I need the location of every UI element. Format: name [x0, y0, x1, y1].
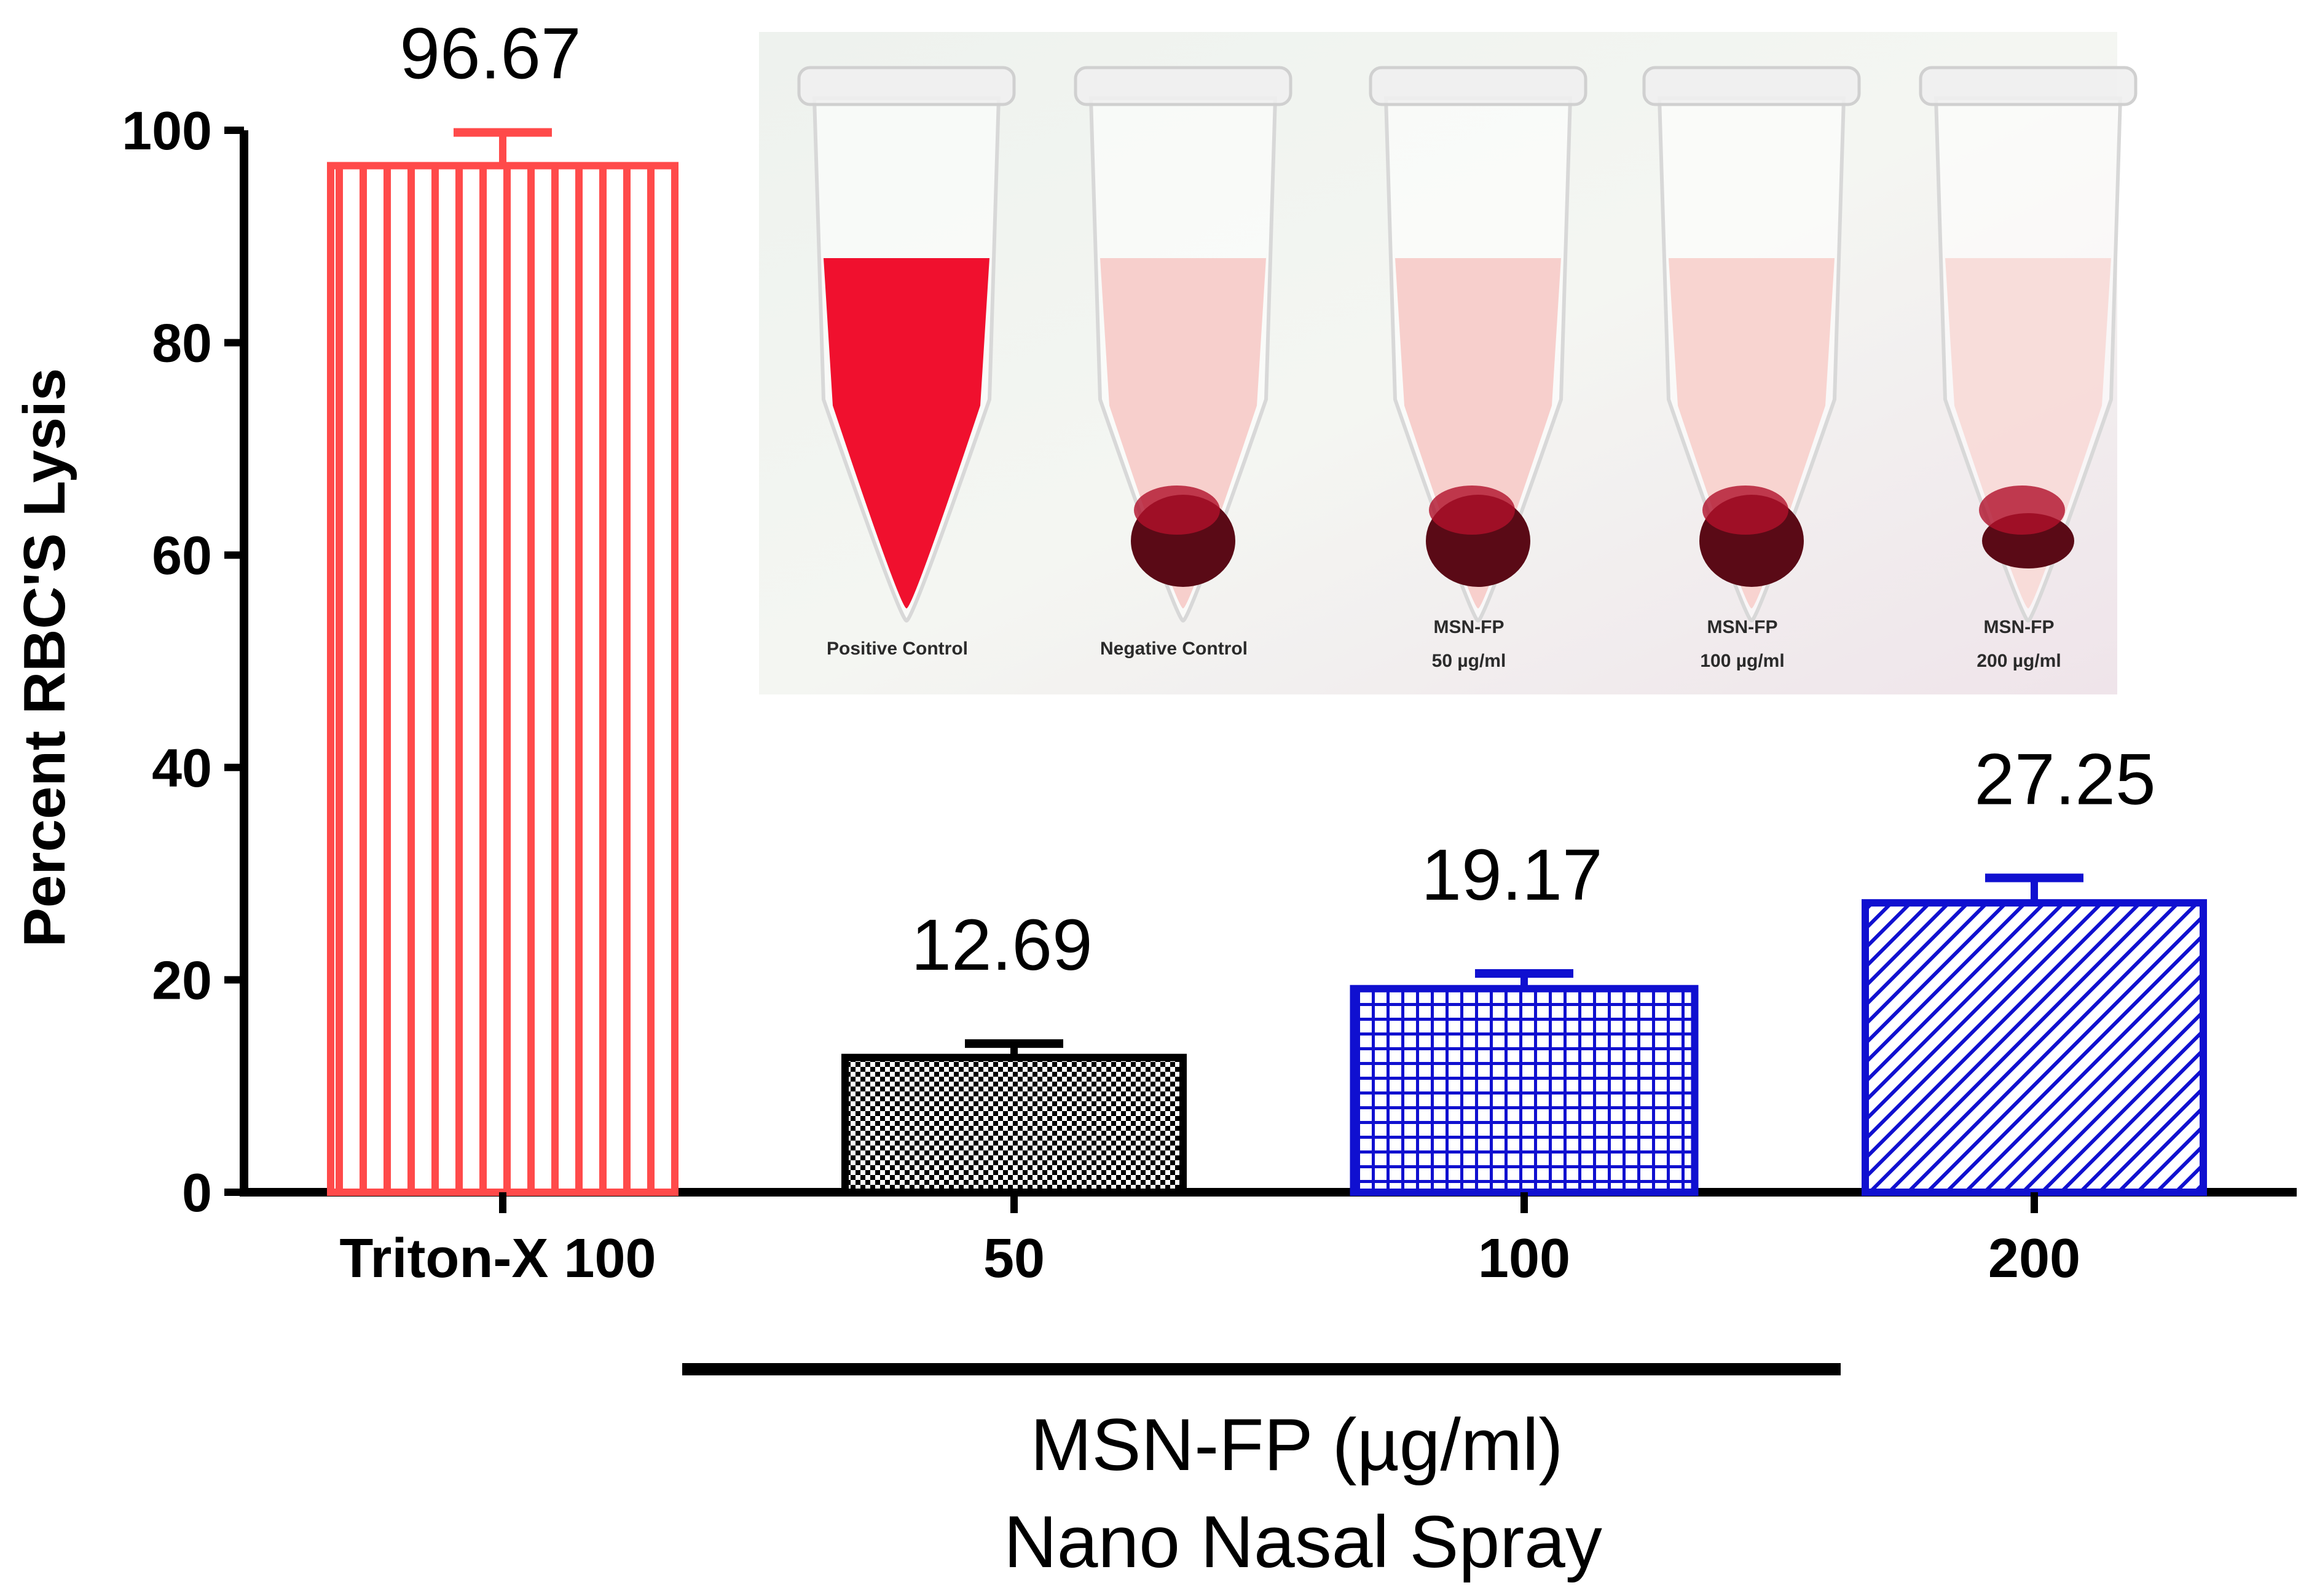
rbc-pellet-top	[1134, 485, 1220, 535]
tube-caption-concentration: 50 µg/ml	[1432, 651, 1506, 671]
tube-5: MSN-FP 200 µg/ml	[1919, 66, 2138, 671]
tube-2: Negative Control	[1074, 66, 1292, 659]
y-axis-title: Percent RBC'S Lysis	[12, 368, 77, 947]
rbc-pellet-top	[1979, 485, 2065, 535]
y-tick-label: 100	[122, 100, 212, 161]
tube-liquid	[1100, 258, 1266, 608]
rbc-pellet-top	[1702, 485, 1788, 535]
tube-caption-concentration: 200 µg/ml	[1977, 651, 2061, 671]
y-tick-label: 0	[182, 1162, 212, 1223]
x-category-label-1: Triton-X 100	[339, 1228, 656, 1289]
x-axis-ticks: Triton-X 100 50 100 200	[339, 1192, 2080, 1289]
tube-4: MSN-FP 100 µg/ml	[1642, 66, 1861, 671]
tube-liquid	[1395, 258, 1561, 608]
tube-caption: MSN-FP	[1984, 617, 2055, 637]
tube-caption-concentration: 100 µg/ml	[1700, 651, 1784, 671]
tube-rim	[1369, 66, 1587, 106]
bar-4	[1862, 899, 2207, 1196]
tube-caption: Positive Control	[827, 639, 968, 659]
tube-rim	[1919, 66, 2138, 106]
x-category-label-4: 200	[1988, 1228, 2080, 1289]
data-label-2: 12.69	[911, 905, 1092, 986]
tube-rim	[797, 66, 1016, 106]
tube-1: Positive Control	[797, 66, 1016, 659]
y-tick-label: 20	[152, 949, 212, 1010]
tube-liquid	[1945, 258, 2111, 608]
rbc-pellet-top	[1429, 485, 1515, 535]
y-tick-label: 80	[152, 313, 212, 374]
x-category-label-2: 50	[983, 1228, 1045, 1289]
group-label-line1: MSN-FP (µg/ml)	[1031, 1404, 1564, 1486]
group-label-line2: Nano Nasal Spray	[1004, 1501, 1602, 1583]
bar-series: 96.67 12.69 19.17 27.25	[327, 13, 2207, 1197]
tube-rim	[1642, 66, 1861, 106]
bar-2	[841, 1053, 1187, 1196]
bar-3	[1350, 985, 1699, 1197]
y-axis-ticks: 0 20 40 60 80 100	[122, 100, 244, 1223]
tube-caption: MSN-FP	[1434, 617, 1505, 637]
tube-caption: Negative Control	[1100, 639, 1248, 659]
tube-3: MSN-FP 50 µg/ml	[1369, 66, 1587, 671]
x-category-label-3: 100	[1478, 1228, 1570, 1289]
y-tick-label: 60	[152, 525, 212, 586]
tube-caption: MSN-FP	[1707, 617, 1778, 637]
tube-liquid	[824, 258, 989, 608]
data-label-1: 96.67	[399, 13, 581, 94]
tube-liquid	[1669, 258, 1835, 608]
data-label-3: 19.17	[1421, 835, 1602, 916]
bar-1	[327, 162, 679, 1197]
data-label-4: 27.25	[1974, 739, 2155, 820]
tube-rim	[1074, 66, 1292, 106]
hemolysis-tubes-photo: Positive Control Negative Control MSN-FP 50…	[759, 32, 2138, 694]
y-tick-label: 40	[152, 737, 212, 798]
